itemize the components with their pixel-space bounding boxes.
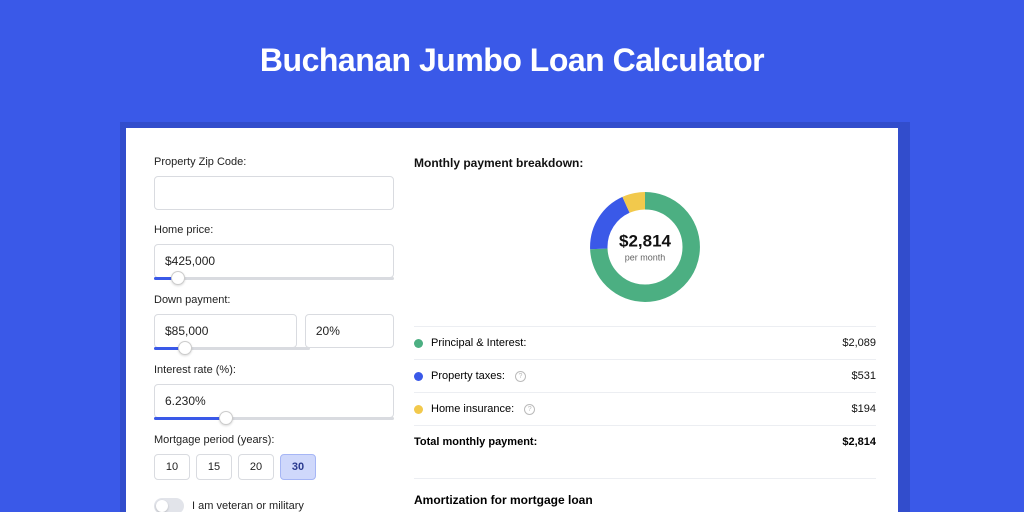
info-icon[interactable]: ? xyxy=(515,371,526,382)
down-payment-field-group: Down payment: xyxy=(154,294,394,350)
amortization-title: Amortization for mortgage loan xyxy=(414,478,876,507)
donut-sublabel: per month xyxy=(619,253,671,263)
zip-field-group: Property Zip Code: xyxy=(154,156,394,210)
zip-label: Property Zip Code: xyxy=(154,156,394,168)
donut-chart-wrap: $2,814 per month xyxy=(414,182,876,326)
donut-amount: $2,814 xyxy=(619,232,671,252)
interest-rate-slider[interactable] xyxy=(154,417,394,420)
home-price-input[interactable] xyxy=(154,244,394,278)
breakdown-row: Property taxes:? $531 xyxy=(414,359,876,392)
legend-dot xyxy=(414,372,423,381)
donut-chart: $2,814 per month xyxy=(584,186,706,308)
legend-dot xyxy=(414,405,423,414)
info-icon[interactable]: ? xyxy=(524,404,535,415)
veteran-label: I am veteran or military xyxy=(192,500,304,512)
period-button-10[interactable]: 10 xyxy=(154,454,190,480)
home-price-field-group: Home price: xyxy=(154,224,394,280)
mortgage-period-label: Mortgage period (years): xyxy=(154,434,394,446)
period-button-15[interactable]: 15 xyxy=(196,454,232,480)
interest-rate-field-group: Interest rate (%): xyxy=(154,364,394,420)
down-payment-slider[interactable] xyxy=(154,347,310,350)
veteran-toggle[interactable] xyxy=(154,498,184,512)
breakdown-row: Principal & Interest: $2,089 xyxy=(414,326,876,359)
zip-input[interactable] xyxy=(154,176,394,210)
mortgage-period-field-group: Mortgage period (years): 10152030 xyxy=(154,434,394,480)
breakdown-title: Monthly payment breakdown: xyxy=(414,156,876,170)
period-button-group: 10152030 xyxy=(154,454,394,480)
page-title: Buchanan Jumbo Loan Calculator xyxy=(0,0,1024,79)
down-payment-slider-handle[interactable] xyxy=(178,341,192,355)
home-price-label: Home price: xyxy=(154,224,394,236)
breakdown-label: Principal & Interest: xyxy=(431,337,526,349)
down-payment-label: Down payment: xyxy=(154,294,394,306)
down-payment-percent-input[interactable] xyxy=(305,314,394,348)
home-price-slider-handle[interactable] xyxy=(171,271,185,285)
interest-rate-slider-handle[interactable] xyxy=(219,411,233,425)
home-price-slider[interactable] xyxy=(154,277,394,280)
breakdown-value: $2,089 xyxy=(842,337,876,349)
veteran-toggle-row: I am veteran or military xyxy=(154,498,394,512)
interest-rate-input[interactable] xyxy=(154,384,394,418)
breakdown-label: Home insurance: xyxy=(431,403,514,415)
period-button-20[interactable]: 20 xyxy=(238,454,274,480)
calculator-card: Property Zip Code: Home price: Down paym… xyxy=(126,128,898,512)
total-row: Total monthly payment: $2,814 xyxy=(414,425,876,458)
breakdown-value: $194 xyxy=(852,403,876,415)
down-payment-amount-input[interactable] xyxy=(154,314,297,348)
form-column: Property Zip Code: Home price: Down paym… xyxy=(154,156,394,512)
breakdown-row: Home insurance:? $194 xyxy=(414,392,876,425)
legend-dot xyxy=(414,339,423,348)
breakdown-value: $531 xyxy=(852,370,876,382)
total-label: Total monthly payment: xyxy=(414,436,537,448)
breakdown-label: Property taxes: xyxy=(431,370,505,382)
period-button-30[interactable]: 30 xyxy=(280,454,316,480)
interest-rate-label: Interest rate (%): xyxy=(154,364,394,376)
breakdown-column: Monthly payment breakdown: $2,814 per mo… xyxy=(414,156,876,512)
total-value: $2,814 xyxy=(842,436,876,448)
